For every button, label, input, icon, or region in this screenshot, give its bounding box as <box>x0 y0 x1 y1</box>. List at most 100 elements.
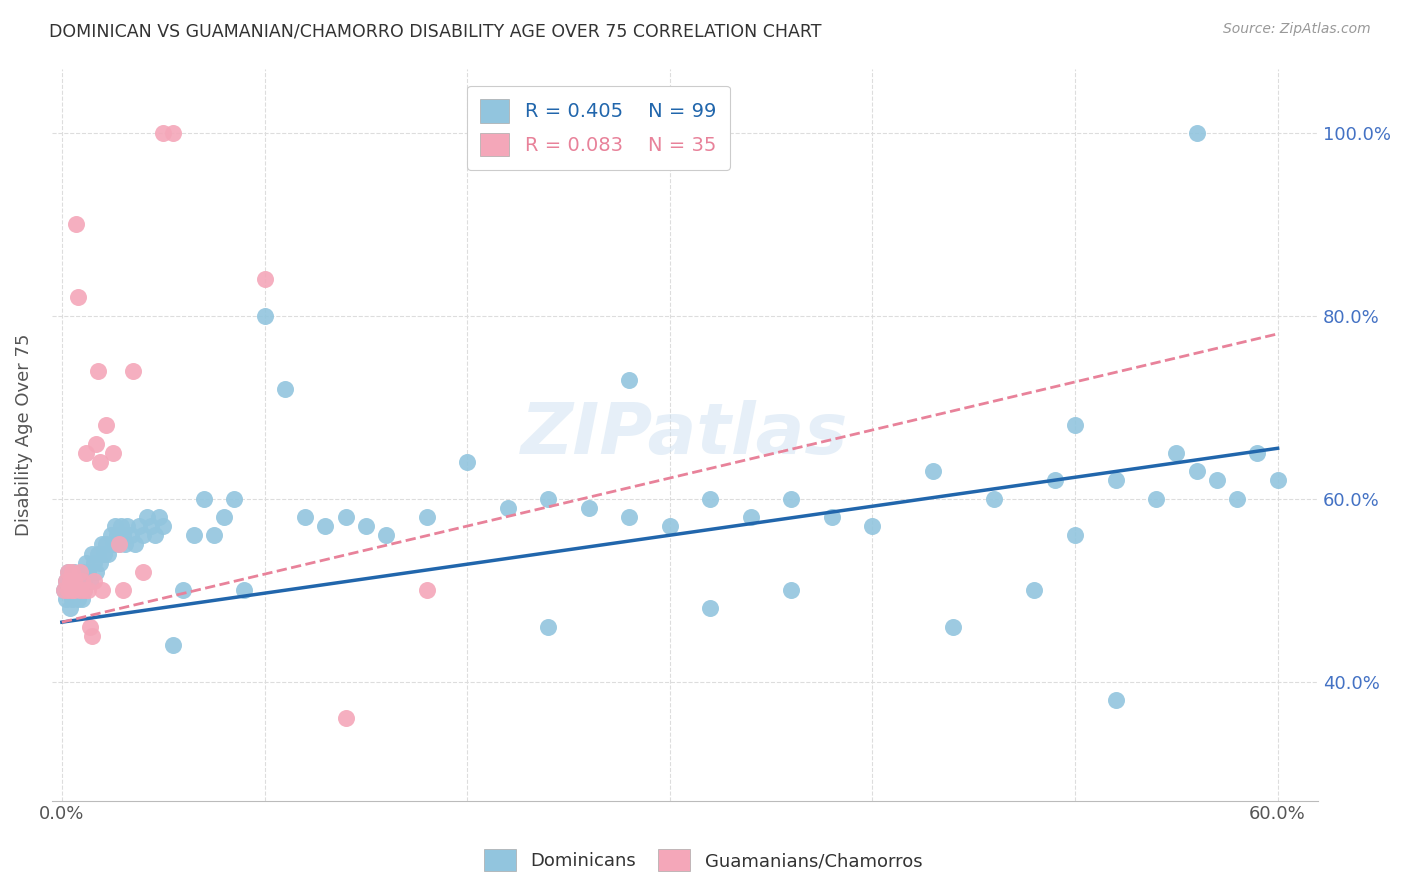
Point <box>67 290 90 304</box>
Point <box>1166 446 1188 460</box>
Point <box>87 363 110 377</box>
Text: DOMINICAN VS GUAMANIAN/CHAMORRO DISABILITY AGE OVER 75 CORRELATION CHART: DOMINICAN VS GUAMANIAN/CHAMORRO DISABILI… <box>49 22 821 40</box>
Point <box>1104 473 1126 487</box>
Text: ZIPatlas: ZIPatlas <box>522 401 849 469</box>
Point <box>75 446 97 460</box>
Point <box>60 583 83 598</box>
Point <box>132 528 155 542</box>
Point <box>193 491 215 506</box>
Point <box>59 601 82 615</box>
Point <box>183 528 205 542</box>
Point <box>699 491 721 506</box>
Point <box>124 537 146 551</box>
Point <box>1185 464 1208 478</box>
Point <box>65 583 87 598</box>
Point <box>335 510 357 524</box>
Point <box>162 638 184 652</box>
Point <box>1024 583 1046 598</box>
Point <box>128 519 150 533</box>
Point <box>354 519 377 533</box>
Point <box>77 565 100 579</box>
Point <box>658 519 681 533</box>
Text: Source: ZipAtlas.com: Source: ZipAtlas.com <box>1223 22 1371 37</box>
Point <box>172 583 194 598</box>
Point <box>55 574 77 588</box>
Point <box>79 620 101 634</box>
Point <box>537 491 560 506</box>
Point <box>212 510 235 524</box>
Point <box>780 583 803 598</box>
Point <box>1226 491 1249 506</box>
Point <box>1205 473 1227 487</box>
Point <box>415 583 437 598</box>
Point <box>63 565 86 579</box>
Point <box>103 519 125 533</box>
Point <box>162 126 184 140</box>
Point <box>115 519 138 533</box>
Point <box>152 126 174 140</box>
Point <box>83 556 105 570</box>
Point <box>780 491 803 506</box>
Point <box>619 373 641 387</box>
Point <box>496 500 519 515</box>
Point <box>67 592 90 607</box>
Point <box>253 272 276 286</box>
Point <box>1267 473 1289 487</box>
Point <box>65 217 87 231</box>
Point <box>63 583 86 598</box>
Point <box>97 547 120 561</box>
Point <box>202 528 225 542</box>
Point <box>73 583 96 598</box>
Point <box>56 583 79 598</box>
Point <box>101 537 124 551</box>
Point <box>59 583 82 598</box>
Point <box>1104 693 1126 707</box>
Point <box>83 574 105 588</box>
Point <box>73 574 96 588</box>
Point <box>375 528 398 542</box>
Point <box>75 556 97 570</box>
Point <box>96 418 118 433</box>
Point <box>148 510 170 524</box>
Point <box>105 528 128 542</box>
Point <box>70 565 93 579</box>
Point <box>100 528 122 542</box>
Point <box>60 592 83 607</box>
Point <box>456 455 478 469</box>
Point <box>69 565 91 579</box>
Point <box>1064 528 1087 542</box>
Point <box>60 583 83 598</box>
Point <box>983 491 1005 506</box>
Point <box>619 510 641 524</box>
Point <box>69 583 91 598</box>
Point <box>87 547 110 561</box>
Point <box>86 436 108 450</box>
Point <box>110 519 132 533</box>
Point <box>143 528 166 542</box>
Point <box>70 574 93 588</box>
Point <box>274 382 297 396</box>
Point <box>79 574 101 588</box>
Point <box>114 537 136 551</box>
Point <box>253 309 276 323</box>
Point <box>107 537 129 551</box>
Point <box>93 547 115 561</box>
Point <box>69 583 91 598</box>
Point <box>740 510 762 524</box>
Point <box>1246 446 1268 460</box>
Point <box>89 556 111 570</box>
Point <box>82 629 104 643</box>
Point <box>224 491 246 506</box>
Point <box>942 620 965 634</box>
Point <box>63 574 86 588</box>
Point <box>233 583 256 598</box>
Point <box>699 601 721 615</box>
Point <box>136 510 159 524</box>
Point <box>1043 473 1066 487</box>
Point <box>922 464 945 478</box>
Point <box>77 583 100 598</box>
Point <box>89 455 111 469</box>
Point <box>1144 491 1167 506</box>
Point <box>152 519 174 533</box>
Point <box>67 574 90 588</box>
